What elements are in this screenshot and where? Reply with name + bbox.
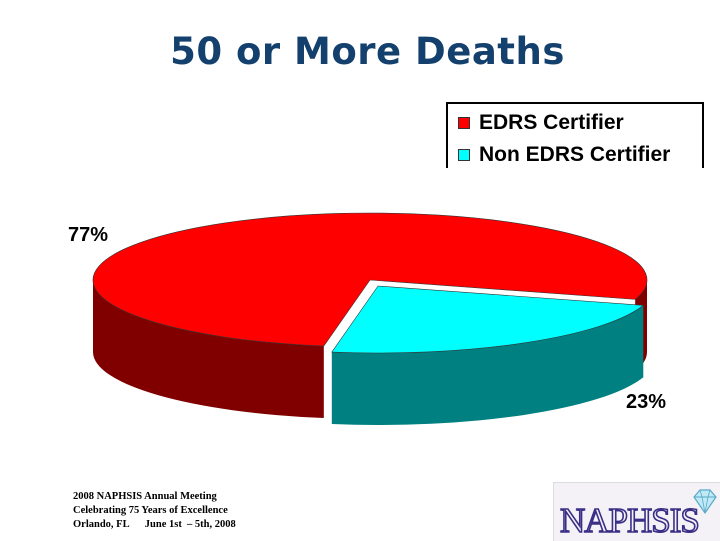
naphsis-logo: NAPHSIS <box>553 482 720 541</box>
legend-label-non-edrs: Non EDRS Certifier <box>479 143 671 166</box>
slide-title: 50 or More Deaths <box>170 30 565 73</box>
footer-line-1: 2008 NAPHSIS Annual Meeting <box>73 491 217 502</box>
svg-text:NAPHSIS: NAPHSIS <box>560 501 699 540</box>
pie-slice-0 <box>92 212 648 347</box>
legend-swatch-edrs <box>458 117 470 129</box>
footer-text: 2008 NAPHSIS Annual Meeting Celebrating … <box>73 490 236 532</box>
data-label-non-edrs: 23% <box>626 391 667 413</box>
diamond-icon <box>693 489 717 515</box>
naphsis-logo-graphic: NAPHSIS <box>559 489 717 541</box>
legend-item-non-edrs: Non EDRS Certifier <box>458 142 670 168</box>
pie-slice-1 <box>331 285 644 354</box>
legend-label-edrs: EDRS Certifier <box>479 111 624 134</box>
pie-side-0-0 <box>93 280 324 419</box>
legend-swatch-non-edrs <box>458 149 470 161</box>
legend-item-edrs: EDRS Certifier <box>458 110 624 136</box>
data-label-edrs: 77% <box>68 224 109 246</box>
chart-legend: EDRS Certifier Non EDRS Certifier <box>446 102 704 168</box>
footer-line-3: Orlando, FL June 1st – 5th, 2008 <box>73 519 236 530</box>
footer-line-2: Celebrating 75 Years of Excellence <box>73 505 228 516</box>
